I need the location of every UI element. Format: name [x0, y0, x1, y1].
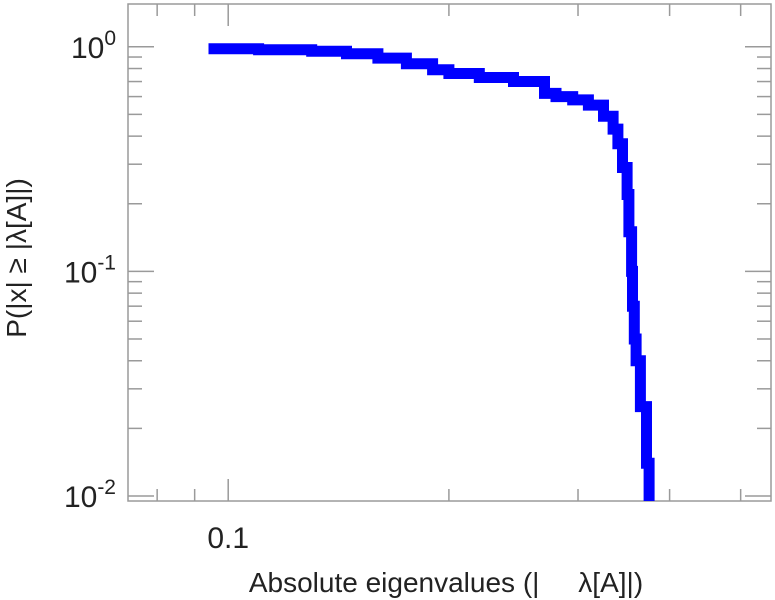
y-tick-label-exponent: -1: [97, 251, 116, 274]
y-minor-ticks: [128, 56, 771, 430]
y-tick-label-exponent: 0: [104, 27, 116, 50]
y-tick-label-base: 10: [71, 32, 104, 65]
x-axis-label: Absolute eigenvalues (| λ[A]|): [249, 567, 643, 598]
series-line: [208, 43, 655, 501]
y-tick-label-exponent: -2: [97, 476, 116, 499]
y-axis-label: P(|x| ≥ |λ[A]|): [1, 178, 32, 338]
y-tick-label: 100: [71, 27, 116, 65]
series-layer: [208, 43, 655, 501]
x-ticks: 0.1: [156, 4, 742, 555]
y-tick-label-base: 10: [64, 256, 97, 289]
x-tick-label: 0.1: [207, 522, 249, 555]
y-tick-label: 10-1: [64, 251, 116, 289]
y-tick-label: 10-2: [64, 476, 116, 514]
y-tick-label-base: 10: [64, 481, 97, 514]
